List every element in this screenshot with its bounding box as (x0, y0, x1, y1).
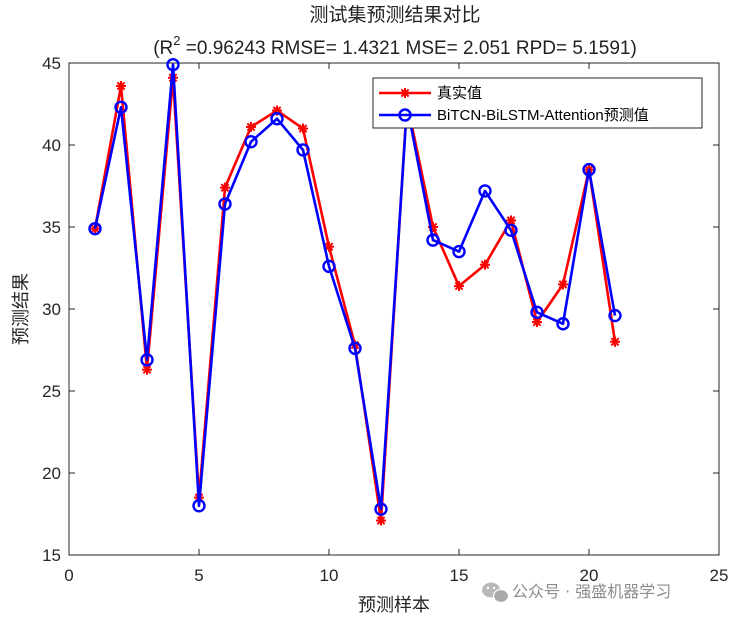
y-tick-label: 20 (42, 464, 61, 483)
series-0-point (480, 259, 490, 270)
subtitle-prefix: (R (153, 38, 173, 59)
asterisk-stroke (532, 317, 542, 327)
legend-box (372, 77, 703, 129)
series-0-point (298, 123, 308, 134)
series-0-point (376, 515, 386, 526)
series-1-point (452, 244, 466, 259)
series-0-point (220, 182, 230, 193)
series-0 (90, 72, 620, 526)
asterisk-stroke (116, 81, 126, 91)
series-1-point (478, 184, 492, 198)
legend-entry-0: 真实值 (379, 84, 482, 102)
series-1-point (192, 499, 206, 513)
legend-swatch-marker (398, 108, 412, 122)
asterisk-stroke (298, 124, 308, 133)
chart-subtitle: (R2 =0.96243 RMSE= 1.4321 MSE= 2.051 RPD… (153, 33, 637, 59)
series-0-point (454, 281, 464, 292)
asterisk-stroke (400, 88, 410, 98)
legend-entry-1: BiTCN-BiLSTM-Attention预测值 (379, 107, 649, 124)
series-1-point (582, 162, 596, 177)
x-axis-label: 预测样本 (358, 595, 430, 616)
series-1-point (426, 233, 440, 247)
series-1-point (504, 223, 518, 237)
x-tick-label: 5 (194, 566, 203, 585)
series-1-point (374, 502, 388, 516)
series-0-line (93, 76, 617, 522)
y-tick-label: 15 (42, 546, 61, 565)
series-1-point (296, 143, 310, 157)
asterisk-stroke (480, 260, 490, 270)
y-tick-label: 45 (42, 54, 61, 73)
series-1-point (322, 259, 336, 274)
plot-area (88, 57, 622, 526)
asterisk-stroke (220, 183, 230, 192)
series-1-point (270, 112, 284, 126)
y-axis-label: 预测结果 (11, 273, 32, 345)
x-tick-label: 15 (450, 566, 469, 585)
series-1-point (530, 305, 544, 319)
series-1-point (166, 57, 180, 72)
series-1-point (244, 135, 258, 149)
legend-label: 真实值 (437, 84, 482, 102)
series-1-point (114, 100, 128, 114)
y-tick-label: 30 (42, 300, 61, 319)
asterisk-stroke (324, 242, 334, 251)
chart-title: 测试集预测结果对比 (309, 4, 480, 26)
asterisk-stroke (506, 216, 516, 225)
y-tick-label: 35 (42, 218, 61, 237)
asterisk-stroke (376, 516, 386, 525)
series-0-point (116, 80, 126, 91)
series-1-point (218, 197, 232, 211)
subtitle-superscript: 2 (173, 33, 180, 48)
asterisk-stroke (142, 365, 152, 374)
subtitle-metrics: =0.96243 RMSE= 1.4321 MSE= 2.051 RPD= 5.… (181, 38, 637, 59)
series-1-point (556, 317, 570, 331)
series-1-point (140, 353, 154, 367)
y-tick-label: 40 (42, 136, 61, 155)
y-tick-label: 25 (42, 382, 61, 401)
asterisk-stroke (558, 280, 568, 289)
axes: 0 5 10 15 20 25 15 20 25 30 35 40 45 (42, 54, 728, 585)
series-0-point (558, 279, 568, 290)
x-tick-label: 20 (580, 566, 599, 585)
series-0-point (610, 336, 620, 347)
legend-label: BiTCN-BiLSTM-Attention预测值 (437, 107, 649, 124)
series-1-point (608, 308, 622, 323)
x-tick-label: 25 (710, 566, 729, 585)
wechat-logo-icon (482, 582, 510, 604)
series-0-point (532, 317, 542, 328)
asterisk-stroke (246, 122, 256, 132)
watermark-text: 公众号 · 强盛机器学习 (512, 582, 671, 601)
x-tick-label: 0 (64, 566, 73, 585)
series-1-point (348, 341, 362, 356)
series-0-point (246, 121, 256, 132)
watermark: 公众号 · 强盛机器学习 (482, 582, 671, 604)
legend: 真实值 BiTCN-BiLSTM-Attention预测值 (372, 77, 703, 129)
legend-swatch-marker (400, 88, 410, 98)
x-tick-label: 10 (320, 566, 339, 585)
series-1-point (88, 221, 102, 236)
asterisk-stroke (454, 281, 464, 291)
series-1-line (93, 63, 617, 511)
asterisk-stroke (610, 337, 620, 347)
